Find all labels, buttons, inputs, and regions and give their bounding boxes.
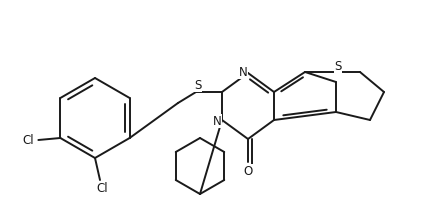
Text: S: S xyxy=(334,59,342,73)
Text: O: O xyxy=(243,165,253,178)
Text: Cl: Cl xyxy=(22,134,34,147)
Text: Cl: Cl xyxy=(96,182,108,194)
Text: N: N xyxy=(239,66,247,79)
Text: S: S xyxy=(194,79,202,92)
Text: N: N xyxy=(212,114,221,128)
